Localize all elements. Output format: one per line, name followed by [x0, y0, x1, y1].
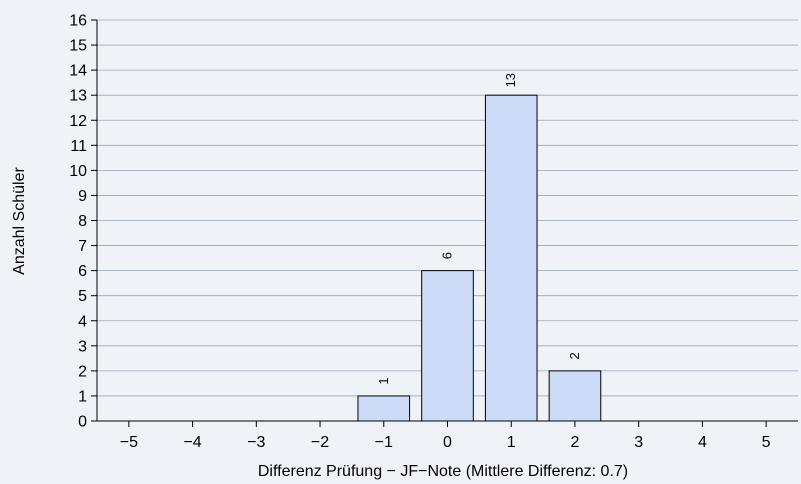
- y-tick-label: 6: [78, 263, 87, 280]
- y-tick-label: 9: [78, 188, 87, 205]
- y-tick-label: 13: [69, 88, 87, 105]
- bars: [357, 94, 602, 422]
- y-tick-label: 4: [78, 313, 87, 330]
- y-tick-label: 1: [78, 388, 87, 405]
- data-label: 1: [376, 377, 391, 384]
- x-tick-label: 3: [634, 434, 643, 451]
- axes: [91, 19, 798, 427]
- data-label: 13: [503, 73, 518, 87]
- y-tick-label: 5: [78, 288, 87, 305]
- x-tick-label: 5: [762, 434, 771, 451]
- x-tick-label: −4: [183, 434, 201, 451]
- data-labels: 1 6 13 2: [376, 73, 582, 385]
- y-tick-label: 3: [78, 338, 87, 355]
- x-tick-label: −2: [311, 434, 329, 451]
- bar: [421, 270, 474, 422]
- y-tick-label: 16: [69, 13, 87, 30]
- x-tick-label: 4: [698, 434, 707, 451]
- x-tick-label: −1: [375, 434, 393, 451]
- x-tick-label: 1: [507, 434, 516, 451]
- bar: [357, 395, 411, 422]
- y-tick-label: 10: [69, 163, 87, 180]
- y-tick-label: 8: [78, 213, 87, 230]
- y-tick-label: 0: [78, 414, 87, 431]
- data-label: 2: [567, 352, 582, 359]
- y-tick-label: 12: [69, 113, 87, 130]
- x-tick-label: −5: [120, 434, 138, 451]
- x-axis-title: Differenz Prüfung − JF−Note (Mittlere Di…: [258, 463, 628, 480]
- y-tick-label: 15: [69, 38, 87, 55]
- data-label: 6: [440, 252, 455, 259]
- x-tick-labels: −5 −4 −3 −2 −1 0 1 2 3 4 5: [120, 434, 771, 451]
- y-tick-label: 2: [78, 363, 87, 380]
- y-tick-label: 11: [70, 138, 87, 155]
- y-axis-title: Anzahl Schüler: [11, 167, 28, 275]
- x-tick-label: 0: [443, 434, 452, 451]
- bar: [548, 370, 602, 422]
- x-tick-label: −3: [247, 434, 265, 451]
- bar: [484, 94, 538, 422]
- y-tick-label: 14: [69, 63, 87, 80]
- x-tick-label: 2: [571, 434, 580, 451]
- y-tick-label: 7: [78, 238, 87, 255]
